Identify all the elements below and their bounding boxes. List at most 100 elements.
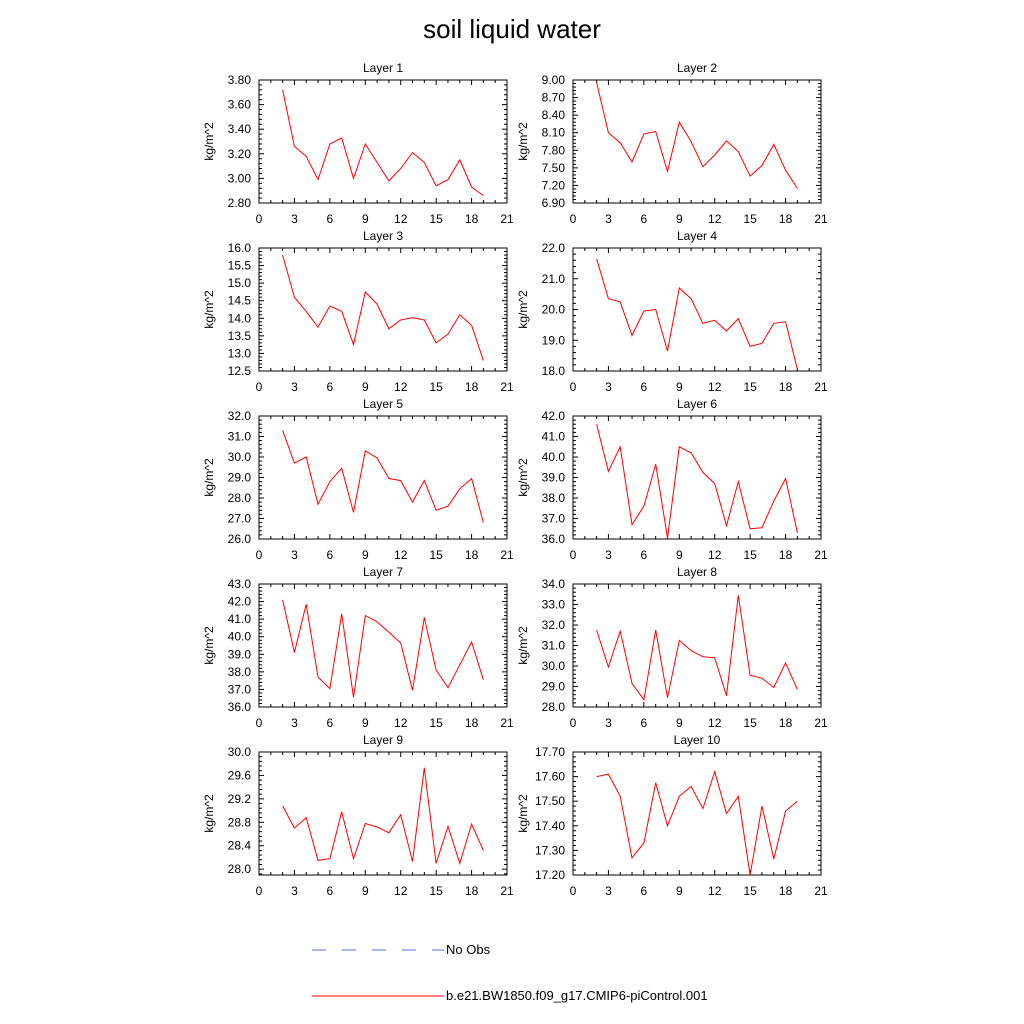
- x-tick-label: 3: [291, 884, 298, 898]
- y-tick-label: 14.5: [228, 294, 252, 308]
- y-tick-label: 43.0: [228, 577, 252, 591]
- x-tick-label: 3: [291, 212, 298, 226]
- y-tick-label: 6.90: [542, 196, 566, 210]
- series-line: [282, 430, 484, 523]
- y-tick-label: 13.5: [228, 329, 252, 343]
- plot-frame: [572, 415, 822, 540]
- y-tick-label: 42.0: [542, 409, 566, 423]
- x-tick-label: 21: [814, 212, 828, 226]
- chart-panel: Layer 3 kg/m^2 0 3 6 9 12 15 18 21 12.5 13.0 13.5 14.…: [202, 229, 514, 394]
- y-tick-label: 28.4: [228, 839, 252, 853]
- y-tick-label: 36.0: [542, 532, 566, 546]
- x-tick-label: 18: [779, 884, 793, 898]
- x-tick-label: 9: [362, 716, 369, 730]
- y-tick-label: 41.0: [228, 612, 252, 626]
- y-axis-label: kg/m^2: [516, 458, 530, 497]
- series-line: [596, 424, 798, 539]
- chart-panel: Layer 9 kg/m^2 0 3 6 9 12 15 18 21 28.0 28.4 28.8 29.…: [202, 733, 514, 898]
- x-tick-label: 21: [814, 380, 828, 394]
- x-tick-label: 12: [708, 716, 722, 730]
- x-tick-label: 9: [676, 380, 683, 394]
- plot-frame: [258, 79, 508, 204]
- y-tick-label: 7.20: [542, 178, 566, 192]
- x-tick-label: 12: [394, 884, 408, 898]
- panel-title: Layer 7: [363, 565, 403, 579]
- series-line: [282, 599, 484, 698]
- y-tick-label: 28.0: [542, 700, 566, 714]
- x-tick-label: 6: [327, 548, 334, 562]
- x-tick-label: 3: [605, 212, 612, 226]
- x-tick-label: 18: [779, 212, 793, 226]
- y-tick-label: 33.0: [542, 598, 566, 612]
- y-tick-label: 39.0: [228, 647, 252, 661]
- y-tick-label: 22.0: [542, 241, 566, 255]
- x-tick-label: 3: [605, 380, 612, 394]
- y-tick-label: 3.60: [228, 98, 252, 112]
- series-line: [282, 89, 484, 197]
- y-tick-label: 19.0: [542, 333, 566, 347]
- chart-panel: Layer 8 kg/m^2 0 3 6 9 12 15 18 21 28.0 29.0 30.0 31.…: [516, 565, 828, 730]
- y-tick-label: 7.80: [542, 143, 566, 157]
- y-tick-label: 3.40: [228, 122, 252, 136]
- plot-frame: [572, 751, 822, 876]
- x-tick-label: 9: [362, 884, 369, 898]
- x-tick-label: 12: [708, 380, 722, 394]
- y-tick-label: 36.0: [228, 700, 252, 714]
- panel-title: Layer 9: [363, 733, 403, 747]
- x-tick-label: 9: [676, 548, 683, 562]
- y-tick-label: 27.0: [228, 512, 252, 526]
- x-tick-label: 21: [500, 212, 514, 226]
- y-tick-label: 17.30: [535, 843, 565, 857]
- x-tick-label: 18: [465, 548, 479, 562]
- y-tick-label: 37.0: [542, 512, 566, 526]
- y-tick-label: 41.0: [542, 430, 566, 444]
- x-tick-label: 21: [500, 380, 514, 394]
- chart-panel: Layer 7 kg/m^2 0 3 6 9 12 15 18 21 36.0 37.0 38.0 39.…: [202, 565, 514, 730]
- y-tick-label: 28.0: [228, 862, 252, 876]
- y-tick-label: 32.0: [542, 618, 566, 632]
- y-tick-label: 28.0: [228, 491, 252, 505]
- y-tick-label: 17.50: [535, 794, 565, 808]
- legend-label-model: b.e21.BW1850.f09_g17.CMIP6-piControl.001: [446, 988, 708, 1003]
- x-tick-label: 6: [641, 380, 648, 394]
- y-tick-label: 30.0: [542, 659, 566, 673]
- x-tick-label: 18: [465, 212, 479, 226]
- chart-panel: Layer 5 kg/m^2 0 3 6 9 12 15 18 21 26.0 27.0 28.0 29.…: [202, 397, 514, 562]
- series-line: [282, 254, 484, 361]
- legend-label-no-obs: No Obs: [446, 942, 491, 957]
- y-tick-label: 29.0: [542, 680, 566, 694]
- x-tick-label: 3: [291, 548, 298, 562]
- y-tick-label: 31.0: [228, 430, 252, 444]
- panel-title: Layer 8: [677, 565, 717, 579]
- chart-panel: Layer 4 kg/m^2 0 3 6 9 12 15 18 21 18.0 19.0 20.0 21.…: [516, 229, 828, 394]
- y-tick-label: 3.80: [228, 73, 252, 87]
- y-tick-label: 30.0: [228, 745, 252, 759]
- x-tick-label: 6: [327, 212, 334, 226]
- x-tick-label: 3: [605, 884, 612, 898]
- x-tick-label: 18: [779, 716, 793, 730]
- plot-frame: [572, 79, 822, 204]
- x-tick-label: 21: [814, 716, 828, 730]
- x-tick-label: 0: [256, 548, 263, 562]
- x-tick-label: 15: [743, 212, 757, 226]
- x-tick-label: 0: [256, 380, 263, 394]
- y-tick-label: 29.6: [228, 768, 252, 782]
- y-tick-label: 15.5: [228, 259, 252, 273]
- x-tick-label: 0: [570, 380, 577, 394]
- y-tick-label: 3.00: [228, 171, 252, 185]
- x-tick-label: 12: [394, 212, 408, 226]
- y-axis-label: kg/m^2: [202, 122, 216, 161]
- series-line: [596, 595, 798, 702]
- x-tick-label: 15: [429, 716, 443, 730]
- x-tick-label: 15: [429, 548, 443, 562]
- y-tick-label: 8.40: [542, 108, 566, 122]
- y-tick-label: 38.0: [542, 491, 566, 505]
- x-tick-label: 6: [327, 884, 334, 898]
- x-tick-label: 6: [641, 212, 648, 226]
- x-tick-label: 0: [256, 884, 263, 898]
- y-tick-label: 2.80: [228, 196, 252, 210]
- y-tick-label: 29.0: [228, 471, 252, 485]
- y-axis-label: kg/m^2: [516, 626, 530, 665]
- x-tick-label: 21: [500, 716, 514, 730]
